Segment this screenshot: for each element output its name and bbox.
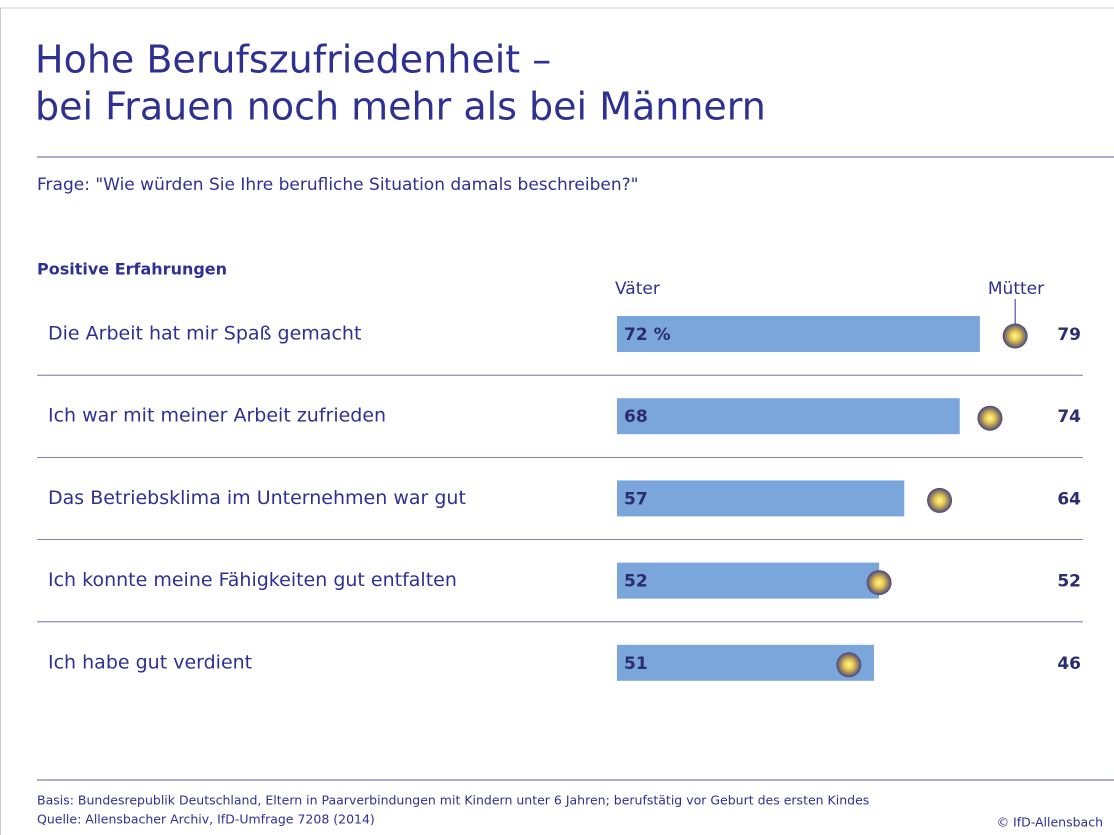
footnote: Basis: Bundesrepublik Deutschland, Elter… (37, 793, 869, 808)
value-label: 52 (624, 572, 648, 592)
value-label: 57 (624, 489, 648, 509)
value-label: 46 (1057, 654, 1081, 674)
question: Frage: "Wie würden Sie Ihre berufliche S… (37, 175, 638, 195)
title-line: bei Frauen noch mehr als bei Männern (35, 85, 766, 129)
bar (617, 562, 880, 599)
value-label: 52 (1057, 572, 1081, 592)
footnote: Quelle: Allensbacher Archiv, IfD-Umfrage… (37, 812, 375, 827)
value-label: 68 (624, 407, 648, 427)
category-label: Das Betriebsklima im Unternehmen war gut (48, 487, 466, 509)
legend-entry: Mütter (988, 279, 1044, 299)
dot (836, 652, 862, 678)
bar (617, 644, 875, 681)
category-label: Die Arbeit hat mir Spaß gemacht (48, 323, 361, 345)
dot (866, 570, 892, 596)
value-label: 64 (1057, 489, 1081, 509)
dot (977, 405, 1003, 431)
value-label: 72 % (624, 325, 671, 345)
dot (927, 487, 953, 513)
value-label: 79 (1057, 325, 1081, 345)
category-label: Ich konnte meine Fähigkeiten gut entfalt… (48, 569, 457, 591)
value-label: 74 (1057, 407, 1081, 427)
bar (617, 316, 980, 352)
legend-entry: Väter (615, 279, 660, 299)
value-label: 51 (624, 654, 648, 674)
category-label: Ich habe gut verdient (48, 651, 252, 673)
section-label: Positive Erfahrungen (37, 260, 227, 279)
category-label: Ich war mit meiner Arbeit zufrieden (48, 405, 386, 427)
copyright: © IfD-Allensbach (997, 815, 1103, 830)
title-line: Hohe Berufszufriedenheit – (35, 38, 551, 82)
dot (1002, 323, 1028, 349)
bar (617, 398, 960, 435)
bar (617, 480, 905, 517)
